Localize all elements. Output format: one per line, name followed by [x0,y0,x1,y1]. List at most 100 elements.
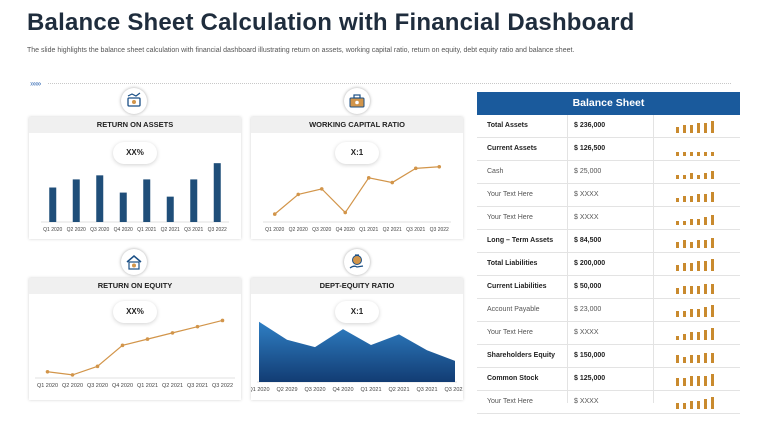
row-value: $ 23,000 [574,306,602,313]
spark-bar [676,403,679,409]
spark-bar [704,194,707,202]
return-on-assets-title: RETURN ON ASSETS [29,117,241,133]
balance-sheet-table: Balance Sheet Total Assets $ 236,000 Curre… [477,92,740,414]
table-row: Account Payable $ 23,000 [477,299,740,322]
house-coin-icon [121,249,147,275]
spark-bar [676,127,679,133]
sparkline-bars [676,152,714,156]
spark-bar [690,376,693,386]
spark-bar [690,242,693,248]
row-value: $ XXXX [574,398,599,405]
spark-bar [711,397,714,409]
x-tick-label: Q1 2020 [43,227,62,233]
line-point [195,324,200,329]
spark-bar [704,217,707,225]
spark-bar [683,152,686,156]
spark-bar [704,123,707,133]
table-row: Current Assets $ 126,500 [477,138,740,161]
spark-bar [676,378,679,386]
table-row: Common Stock $ 125,000 [477,368,740,391]
x-tick-label: Q3 2020 [312,227,331,233]
x-tick-label: Q1 2021 [359,227,378,233]
column-divider [653,115,654,403]
return-on-assets-badge: XX% [113,142,157,164]
table-row: Your Text Here $ XXXX [477,184,740,207]
spark-bar [690,125,693,133]
sparkline-bars [676,238,714,248]
x-tick-label: Q3 2021 [184,227,203,233]
row-label: Your Text Here [487,398,533,405]
spark-bar [697,194,700,202]
row-label: Long – Term Assets [487,237,554,244]
line-point [145,337,150,341]
x-tick-label: Q1 2020 [251,387,270,393]
spark-bar [711,259,714,271]
spark-bar [676,355,679,363]
spark-bar [676,175,679,179]
spark-bar [690,355,693,363]
sparkline-bars [676,353,714,363]
x-tick-label: Q2 2021 [162,383,183,389]
sparkline-bars [676,305,714,317]
row-value: $ XXXX [574,329,599,336]
spark-bar [697,355,700,363]
x-tick-label: Q3 2022 [444,387,463,393]
spark-bar [704,399,707,409]
spark-bar [690,286,693,294]
spark-bar [697,401,700,409]
line-point [170,331,175,335]
return-on-equity-card: RETURN ON EQUITY Q1 2020 Q2 2020 Q3 2020 Q4… [29,278,241,400]
row-value: $ 150,000 [574,352,606,359]
x-tick-label: Q2 2020 [62,383,83,389]
spark-bar [711,284,714,294]
spark-bar [676,242,679,248]
sparkline-bars [676,121,714,133]
row-label: Current Assets [487,145,537,152]
x-tick-label: Q3 2022 [208,227,227,233]
return-on-equity-chart: Q1 2020 Q2 2020 Q3 2020 Q4 2020 Q1 2021 Q2 20… [35,318,235,389]
spark-bar [683,125,686,133]
line-point [366,176,371,180]
spark-bar [704,376,707,386]
line-point [272,212,277,216]
x-tick-label: Q1 2021 [137,383,158,389]
row-value: $ 84,500 [574,237,602,244]
spark-bar [683,175,686,179]
spark-bar [711,305,714,317]
spark-bar [711,328,714,340]
sparkline-bars [676,259,714,271]
bar-mark [72,179,80,222]
x-tick-label: Q3 2021 [406,227,425,233]
x-tick-label: Q2 2029 [276,387,297,393]
bar-mark [190,179,198,222]
sparkline-bars [676,374,714,386]
dept-equity-ratio-title: DEPT-EQUITY RATIO [251,278,463,294]
spark-bar [676,198,679,202]
spark-bar [711,215,714,225]
x-tick-label: Q2 2021 [383,227,402,233]
chevrons-decoration-icon: »»» [30,79,41,88]
spark-bar [704,307,707,317]
row-label: Shareholders Equity [487,352,556,359]
spark-bar [683,378,686,386]
table-row: Your Text Here $ XXXX [477,322,740,345]
table-row: Cash $ 25,000 [477,161,740,184]
table-row: Shareholders Equity $ 150,000 [477,345,740,368]
x-tick-label: Q4 2020 [114,227,133,233]
line-point [45,369,50,374]
x-tick-label: Q1 2020 [37,383,58,389]
bar-mark [143,179,151,222]
line-point [296,192,301,197]
briefcase-money-icon [344,88,370,114]
line-point [413,166,418,171]
series-line [47,319,223,376]
x-tick-label: Q3 2021 [187,383,208,389]
table-row: Total Liabilities $ 200,000 [477,253,740,276]
x-tick-label: Q1 2020 [265,227,284,233]
working-capital-ratio-badge: X:1 [335,142,379,164]
spark-bar [683,196,686,202]
line-point [220,318,225,323]
table-row: Long – Term Assets $ 84,500 [477,230,740,253]
x-tick-label: Q1 2021 [360,387,381,393]
